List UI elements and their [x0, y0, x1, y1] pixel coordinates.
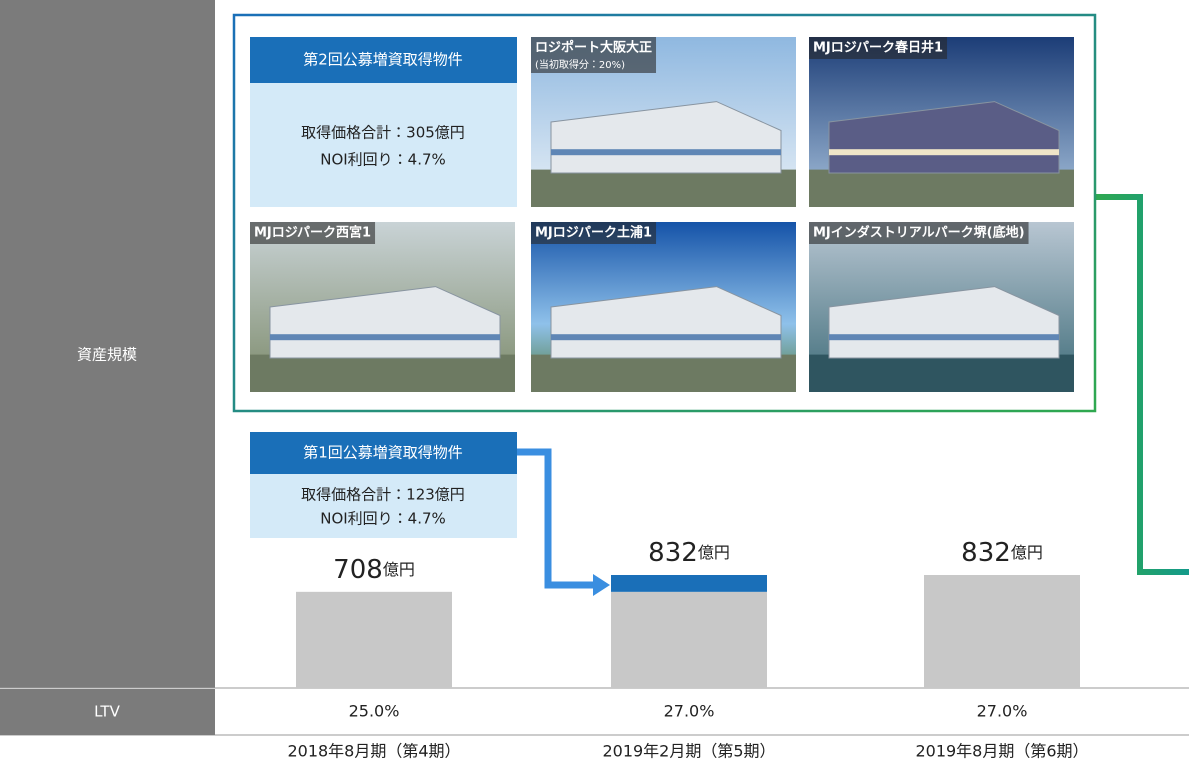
offering-line: NOI利回り：4.7%	[320, 510, 446, 528]
photo-caption: ロジポート大阪大正	[535, 40, 652, 56]
offering-title: 第1回公募増資取得物件	[303, 444, 463, 462]
x-tick-label: 2019年2月期（第5期）	[602, 742, 775, 761]
row-header-bg	[0, 0, 215, 688]
photo-ground	[250, 355, 515, 392]
photo-caption: MJロジパーク西宮1	[254, 225, 371, 241]
photo-ground	[531, 355, 796, 392]
total-unit: 億円	[698, 543, 730, 562]
connector	[517, 452, 595, 585]
body: 資産規模 LTV 第2回公募増資取得物件 取得価格合計：305億円 NOI利回り…	[0, 0, 1189, 764]
photo-ground	[531, 170, 796, 207]
photo-band	[551, 149, 781, 155]
offering-line: NOI利回り：4.7%	[320, 151, 446, 169]
photo-caption: MJロジパーク土浦1	[535, 225, 652, 241]
page: 資産規模 {"chart_data": {"type": "bar", "row…	[0, 0, 1189, 764]
total-number: 832	[648, 538, 698, 568]
arrow-head	[593, 574, 610, 596]
total-unit: 億円	[383, 559, 415, 578]
bar-segment	[611, 575, 767, 592]
total-unit: 億円	[1011, 543, 1043, 562]
photo-ground	[809, 170, 1074, 207]
ltv-label: LTV	[94, 703, 120, 721]
total-number: 832	[961, 538, 1011, 568]
offering-line: 取得価格合計：305億円	[301, 124, 465, 142]
chart: 資産規模 LTV 第2回公募増資取得物件 取得価格合計：305億円 NOI利回り…	[0, 0, 1189, 764]
photo-band	[270, 334, 500, 340]
x-tick-label: 2019年8月期（第6期）	[915, 742, 1088, 761]
offering-title: 第2回公募増資取得物件	[303, 51, 463, 69]
bar-total-label: 832億円	[648, 538, 730, 568]
photo-band	[829, 334, 1059, 340]
bar-segment	[611, 592, 767, 688]
photo-caption: MJインダストリアルパーク堺(底地)	[813, 225, 1025, 241]
row-label: 資産規模	[77, 346, 137, 364]
bar-segment	[924, 575, 1080, 688]
total-number: 708	[333, 554, 383, 584]
bar-segment	[296, 592, 452, 688]
ltv-value: 27.0%	[977, 702, 1028, 721]
x-tick-label: 2018年8月期（第4期）	[287, 742, 460, 761]
photo-band	[829, 149, 1059, 155]
ltv-value: 25.0%	[349, 702, 400, 721]
ltv-value: 27.0%	[664, 702, 715, 721]
photo-ground	[809, 355, 1074, 392]
photo-note: (当初取得分：20%)	[535, 58, 625, 71]
bar-total-label: 832億円	[961, 538, 1043, 568]
photo-band	[551, 334, 781, 340]
connector	[1095, 197, 1189, 572]
bar-total-label: 708億円	[333, 554, 415, 584]
photo-caption: MJロジパーク春日井1	[813, 40, 943, 56]
offering-line: 取得価格合計：123億円	[301, 486, 465, 504]
